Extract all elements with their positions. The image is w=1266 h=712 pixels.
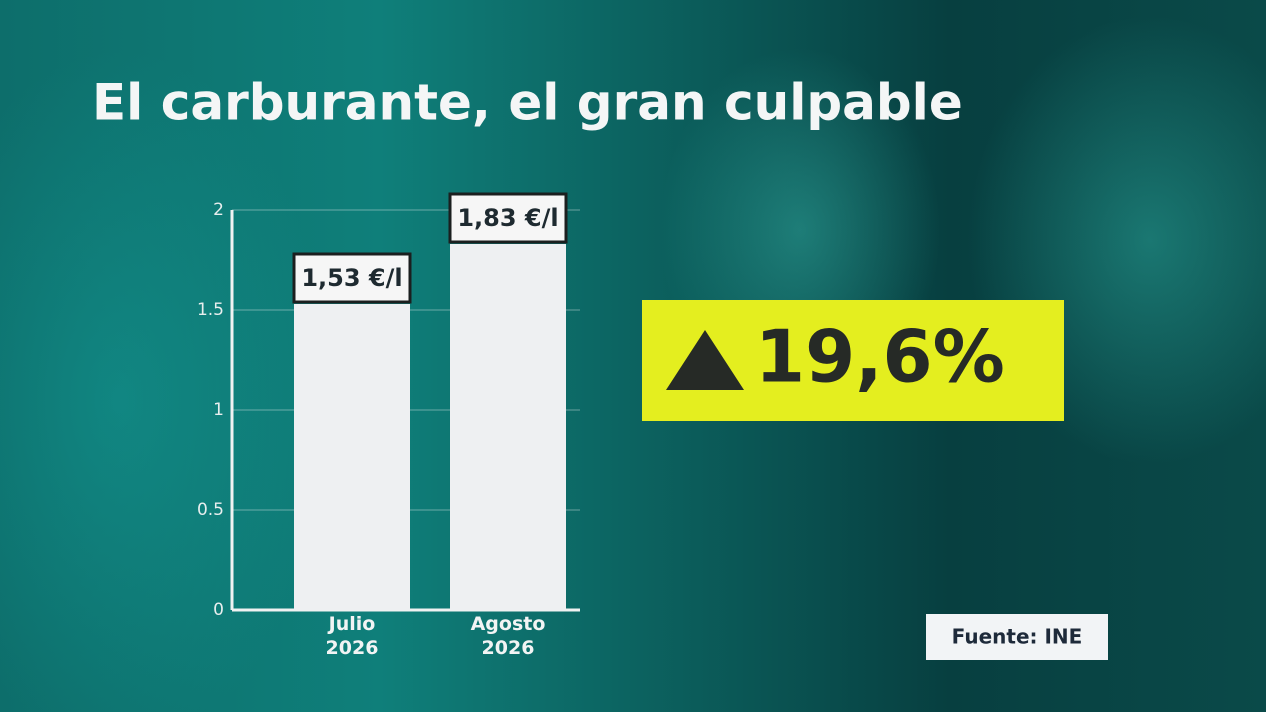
- y-tick-label: 1.5: [197, 300, 224, 320]
- value-label-box: [292, 252, 412, 304]
- source: Fuente: INE: [952, 625, 1083, 649]
- value-label: 1,53 €/l: [301, 264, 402, 292]
- x-tick-label: Julio 2026: [325, 613, 379, 659]
- y-tick-label: 1: [213, 400, 224, 420]
- y-tick-label: 0.5: [197, 500, 224, 520]
- annotation: 19,6%: [755, 315, 1005, 399]
- x-tick-label: Agosto 2026: [470, 613, 546, 659]
- bar: [450, 244, 566, 610]
- value-label-box: [448, 192, 568, 244]
- chart-title: El carburante, el gran culpable: [92, 74, 963, 132]
- source-box: [926, 614, 1108, 660]
- y-tick-label: 2: [213, 200, 224, 220]
- value-label: 1,83 €/l: [457, 204, 558, 232]
- y-tick-label: 0: [213, 600, 224, 620]
- up-triangle: [666, 330, 744, 390]
- bar: [294, 304, 410, 610]
